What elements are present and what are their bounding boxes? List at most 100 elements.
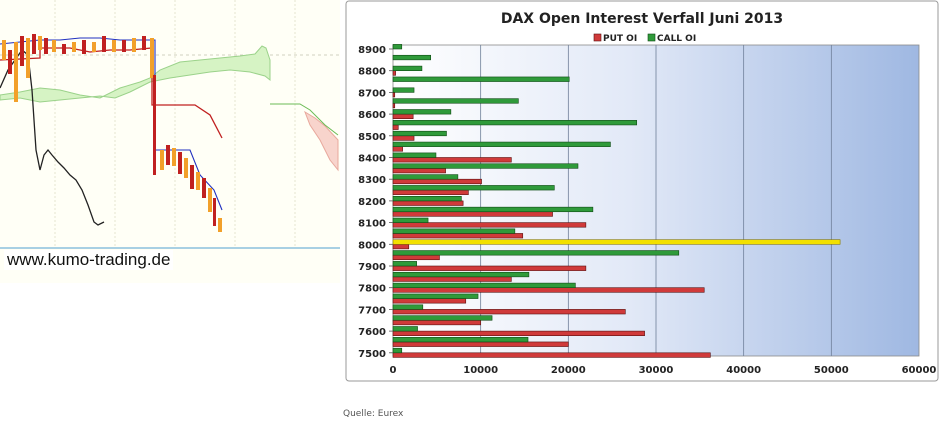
candle (92, 42, 96, 52)
senkou-line (270, 103, 339, 136)
call-oi-bar (392, 54, 431, 61)
candle (166, 145, 170, 165)
candle (52, 40, 56, 52)
candle (62, 44, 66, 54)
call-oi-bar (392, 196, 462, 202)
candle (160, 150, 164, 170)
y-tick-label: 8000 (358, 240, 386, 251)
candle (132, 38, 136, 52)
candle (190, 165, 194, 189)
x-tick-label: 40000 (726, 365, 761, 376)
call-oi-bar (392, 250, 680, 256)
put-oi-bar (392, 211, 553, 217)
kumo-chart-panel: www.kumo-trading.de (0, 0, 340, 283)
call-oi-bar (392, 261, 417, 267)
call-oi-bar (392, 44, 403, 50)
candle (38, 36, 42, 50)
call-oi-bar (392, 347, 403, 354)
call-oi-bar (392, 217, 429, 223)
legend-label-call: CALL OI (657, 34, 696, 44)
candle (8, 50, 12, 74)
put-oi-bar (392, 298, 467, 304)
y-tick-label: 7700 (358, 305, 386, 316)
candle (213, 198, 216, 226)
put-oi-bar (392, 200, 464, 206)
put-oi-bar (392, 222, 587, 228)
put-oi-bar (392, 135, 415, 141)
put-oi-bar (392, 189, 469, 195)
y-tick-label: 8500 (358, 132, 386, 143)
candle (32, 34, 36, 54)
candle (218, 218, 222, 232)
candle (14, 42, 18, 102)
candle (184, 158, 188, 178)
candle (208, 188, 212, 212)
y-tick-label: 7800 (358, 284, 386, 295)
call-oi-bar (392, 109, 452, 115)
x-tick-label: 60000 (902, 365, 937, 376)
x-tick-label: 20000 (551, 365, 586, 376)
kumo-cloud-red (304, 110, 339, 172)
y-tick-label: 7500 (358, 349, 386, 360)
candle (172, 148, 176, 166)
gridlines (480, 45, 832, 356)
y-tick-label: 8600 (358, 110, 386, 121)
call-oi-bar (392, 152, 437, 158)
put-oi-bar (392, 146, 403, 152)
candle (26, 38, 30, 78)
put-oi-bar (392, 124, 399, 130)
call-oi-bar (392, 282, 576, 289)
x-tick-label: 30000 (639, 365, 674, 376)
put-oi-bar (392, 352, 711, 358)
x-tick-label: 0 (390, 365, 397, 376)
call-oi-bar (392, 141, 611, 147)
call-oi-bar (392, 130, 447, 137)
x-tick-label: 50000 (814, 365, 849, 376)
put-oi-bar (392, 178, 482, 185)
y-tick-label: 8100 (358, 219, 386, 230)
put-oi-bar (392, 341, 569, 347)
x-axis: 0 10000 20000 30000 40000 50000 60000 (390, 365, 937, 376)
candle (2, 40, 6, 60)
call-oi-bar (392, 87, 415, 93)
x-tick-label: 10000 (463, 365, 498, 376)
y-axis: 7500 7600 7700 7800 7900 8000 8100 8200 8300 8400… (358, 45, 393, 360)
put-oi-bar (392, 102, 396, 109)
candle (150, 38, 154, 78)
put-oi-bar (392, 309, 626, 315)
y-tick-label: 8200 (358, 197, 386, 208)
watermark-url: www.kumo-trading.de (4, 250, 174, 270)
call-oi-bar (392, 163, 579, 169)
candle (178, 152, 182, 174)
call-oi-bar (392, 98, 519, 104)
y-tick-label: 7900 (358, 262, 386, 273)
call-oi-bar (392, 120, 638, 126)
put-oi-bar (392, 319, 481, 326)
put-oi-bar (392, 287, 705, 293)
call-oi-bar (392, 293, 479, 299)
source-note: Quelle: Eurex (343, 409, 404, 419)
candle (153, 75, 156, 175)
call-oi-bar (392, 185, 555, 191)
put-oi-bar (392, 168, 446, 174)
candle (44, 38, 48, 54)
y-tick-label: 7600 (358, 327, 386, 338)
y-tick-label: 8700 (358, 88, 386, 99)
candle (72, 42, 76, 52)
chart-title: DAX Open Interest Verfall Juni 2013 (501, 11, 783, 27)
candle (202, 178, 206, 198)
call-oi-bar-highlight (392, 239, 841, 245)
ichimoku-chart (0, 0, 340, 249)
call-oi-bar (392, 65, 423, 71)
call-oi-bar (392, 326, 418, 332)
kumo-cloud-green (0, 45, 271, 103)
put-oi-bar (392, 276, 512, 282)
call-oi-bar (392, 76, 570, 82)
y-tick-label: 8900 (358, 45, 386, 56)
candle (82, 40, 86, 54)
candle (112, 40, 116, 52)
legend-swatch-call (647, 33, 656, 42)
put-oi-bar (392, 254, 440, 261)
put-oi-bar (392, 244, 410, 250)
candle (142, 36, 146, 50)
